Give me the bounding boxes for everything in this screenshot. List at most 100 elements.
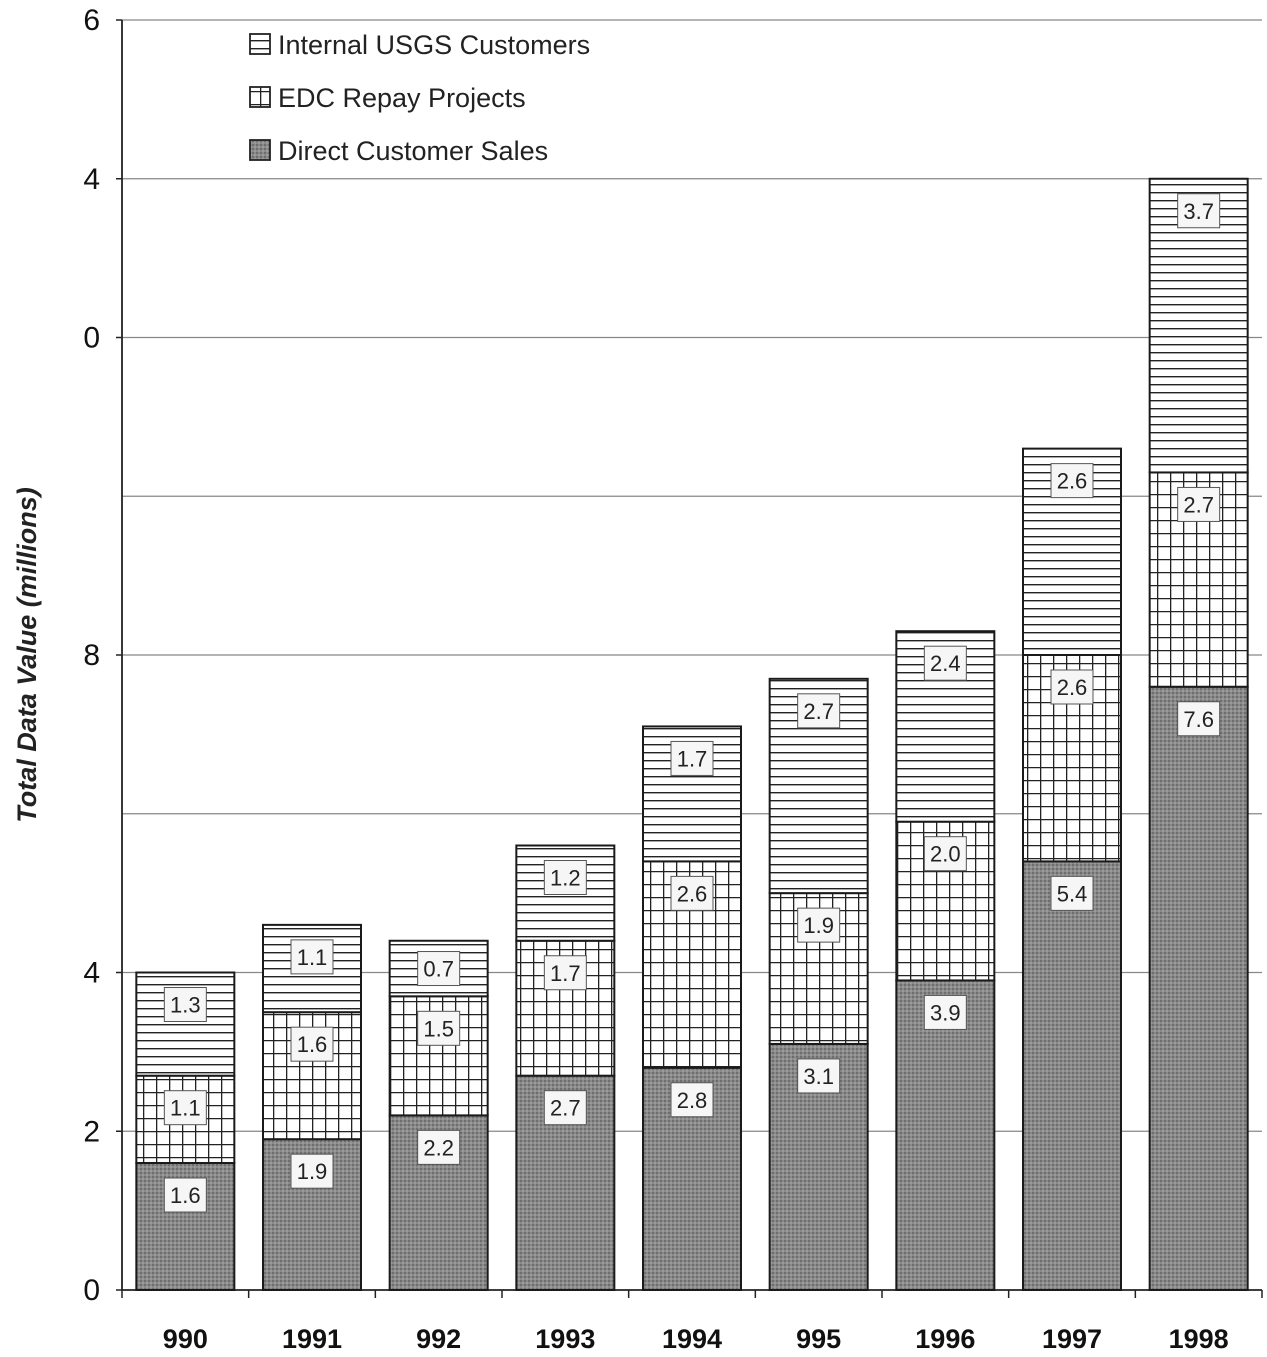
legend-swatch bbox=[249, 139, 271, 161]
data-label: 1.6 bbox=[290, 1026, 334, 1062]
data-label-text: 2.0 bbox=[930, 842, 961, 867]
y-tick-label: 6 bbox=[83, 4, 100, 37]
data-label-text: 1.6 bbox=[170, 1183, 201, 1208]
data-label: 2.6 bbox=[1050, 463, 1094, 499]
data-label-box bbox=[1050, 669, 1094, 705]
data-label-text: 2.6 bbox=[1057, 469, 1088, 494]
data-label: 3.1 bbox=[797, 1058, 841, 1094]
data-label: 1.3 bbox=[163, 987, 207, 1022]
data-label-box bbox=[797, 907, 841, 943]
data-label-text: 2.7 bbox=[1183, 492, 1214, 517]
data-label: 2.7 bbox=[797, 693, 841, 729]
y-tick-label: 0 bbox=[83, 322, 100, 355]
x-category-label: 1991 bbox=[282, 1324, 342, 1354]
data-label: 1.5 bbox=[417, 1010, 461, 1046]
data-label-text: 1.7 bbox=[677, 746, 708, 771]
legend-item-internal-usgs-customers: Internal USGS Customers bbox=[249, 30, 590, 60]
data-label: 1.2 bbox=[543, 860, 587, 895]
data-label: 1.6 bbox=[163, 1177, 207, 1213]
y-tick-label: 4 bbox=[83, 957, 100, 990]
bar-internal-usgs-customers bbox=[388, 939, 489, 998]
data-labels: 1.6 1.1 1.3 1.9 1.6 1.1 2.2 1.5 0.7 2.7 1.7 1.2 2.8 2… bbox=[163, 193, 1221, 1213]
data-label-text: 3.9 bbox=[930, 1000, 961, 1025]
legend-label: EDC Repay Projects bbox=[278, 83, 526, 113]
data-label-box bbox=[670, 740, 714, 776]
data-label-box bbox=[1050, 875, 1094, 911]
data-label-box bbox=[290, 1026, 334, 1062]
legend-swatch bbox=[249, 33, 271, 55]
axes: 0 2 4 8 0 4 6 990 1991 992 1993 1994 995 1996 1997 1998 bbox=[83, 4, 1263, 1354]
data-label-box bbox=[163, 987, 207, 1022]
data-label-box bbox=[923, 994, 967, 1030]
data-label-text: 1.3 bbox=[170, 993, 201, 1018]
x-category-label: 1994 bbox=[662, 1324, 722, 1354]
data-label-box bbox=[797, 693, 841, 729]
data-label-text: 5.4 bbox=[1057, 881, 1088, 906]
data-label-box bbox=[670, 1082, 714, 1118]
data-label-text: 0.7 bbox=[423, 957, 454, 982]
y-tick-label: 8 bbox=[83, 639, 100, 672]
data-label: 1.9 bbox=[797, 907, 841, 943]
data-label-text: 2.7 bbox=[550, 1096, 581, 1121]
x-category-label: 1993 bbox=[535, 1324, 595, 1354]
data-label: 1.1 bbox=[163, 1090, 207, 1126]
data-label-text: 1.1 bbox=[297, 945, 328, 970]
data-label-text: 7.6 bbox=[1183, 707, 1214, 732]
y-tick-label: 4 bbox=[83, 163, 100, 196]
data-label-text: 1.2 bbox=[550, 866, 581, 891]
data-label-text: 1.5 bbox=[423, 1016, 454, 1041]
data-label-box bbox=[543, 860, 587, 895]
data-label: 0.7 bbox=[417, 951, 461, 987]
data-label-box bbox=[1177, 701, 1221, 737]
data-label: 2.4 bbox=[923, 645, 967, 681]
data-label: 7.6 bbox=[1177, 701, 1221, 737]
data-label: 1.7 bbox=[543, 955, 587, 991]
data-label-text: 1.9 bbox=[297, 1159, 328, 1184]
data-label: 2.2 bbox=[417, 1129, 461, 1165]
y-tick-label: 0 bbox=[83, 1274, 100, 1307]
data-label-box bbox=[417, 951, 461, 987]
bar-direct-customer-sales bbox=[1148, 685, 1249, 1291]
data-label: 1.1 bbox=[290, 939, 334, 975]
data-label-text: 3.7 bbox=[1183, 199, 1214, 224]
legend-item-edc-repay-projects: EDC Repay Projects bbox=[249, 83, 526, 113]
data-label-box bbox=[163, 1090, 207, 1126]
x-category-label: 992 bbox=[416, 1324, 461, 1354]
data-label-box bbox=[417, 1129, 461, 1165]
data-label-box bbox=[163, 1177, 207, 1213]
y-axis-label: Total Data Value (millions) bbox=[12, 487, 42, 823]
data-label: 3.9 bbox=[923, 994, 967, 1030]
data-label-text: 2.2 bbox=[423, 1135, 454, 1160]
data-label-box bbox=[1177, 486, 1221, 522]
x-category-label: 1998 bbox=[1169, 1324, 1229, 1354]
data-label-text: 1.7 bbox=[550, 961, 581, 986]
bar-direct-customer-sales bbox=[1022, 860, 1122, 1291]
legend-label: Direct Customer Sales bbox=[278, 136, 548, 166]
data-label: 2.6 bbox=[1050, 669, 1094, 705]
x-category-label: 1997 bbox=[1042, 1324, 1102, 1354]
legend: Internal USGS Customers EDC Repay Project… bbox=[249, 30, 590, 166]
data-label: 1.9 bbox=[290, 1153, 334, 1189]
data-label-box bbox=[923, 836, 967, 872]
data-label-box bbox=[543, 1090, 587, 1126]
data-label-text: 3.1 bbox=[803, 1064, 834, 1089]
data-label: 3.7 bbox=[1177, 193, 1221, 229]
data-label-text: 2.4 bbox=[930, 651, 961, 676]
data-label-text: 1.1 bbox=[170, 1096, 201, 1121]
data-label-box bbox=[1050, 463, 1094, 499]
data-label-text: 2.6 bbox=[677, 881, 708, 906]
data-label-box bbox=[290, 1153, 334, 1189]
data-label: 2.7 bbox=[543, 1090, 587, 1126]
bar-direct-customer-sales bbox=[895, 979, 996, 1291]
data-label: 1.7 bbox=[670, 740, 714, 776]
data-label-text: 2.6 bbox=[1057, 675, 1088, 700]
data-label-box bbox=[670, 875, 714, 911]
x-category-label: 995 bbox=[796, 1324, 841, 1354]
data-label: 2.0 bbox=[923, 836, 967, 872]
data-label-box bbox=[543, 955, 587, 991]
legend-label: Internal USGS Customers bbox=[278, 30, 590, 60]
data-label-box bbox=[1177, 193, 1221, 229]
bars bbox=[135, 177, 1249, 1291]
x-category-label: 1996 bbox=[915, 1324, 975, 1354]
